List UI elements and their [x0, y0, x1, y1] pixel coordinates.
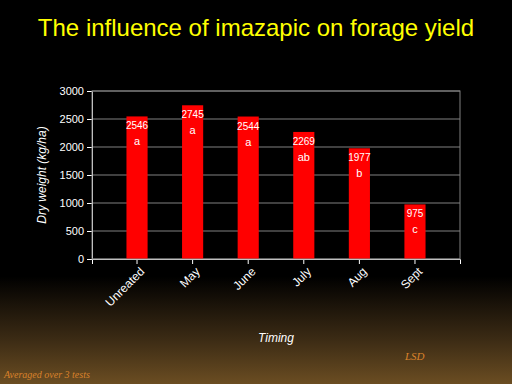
y-tick: 2500	[60, 113, 92, 125]
bar	[293, 132, 314, 259]
y-tick: 1500	[60, 169, 92, 181]
bars	[126, 105, 425, 259]
annotation: a	[245, 136, 252, 148]
x-tick-mark	[137, 259, 138, 264]
x-axis-line	[93, 260, 461, 265]
y-tick-label: 2000	[60, 141, 84, 153]
x-tick-label: June	[230, 264, 259, 293]
x-tick-mark	[303, 259, 304, 264]
y-tick: 0	[78, 253, 92, 265]
bar	[238, 117, 259, 259]
data-label: 975	[407, 208, 424, 219]
chart: The influence of imazapic on forage yiel…	[0, 0, 512, 384]
y-tick-label: 1500	[60, 169, 84, 181]
bar	[126, 116, 147, 259]
y-tick: 2000	[60, 141, 92, 153]
bar	[349, 148, 370, 259]
x-tick: June	[230, 259, 259, 293]
x-axis: Unreated May June July Aug Sept	[93, 259, 461, 309]
y-tick: 500	[66, 225, 92, 237]
note: LSD	[404, 350, 425, 362]
x-tick: Sept	[398, 259, 426, 292]
bar	[182, 105, 203, 259]
x-tick-label: July	[289, 265, 314, 290]
x-tick-mark	[248, 259, 249, 264]
y-tick: 3000	[60, 85, 92, 97]
x-tick-label: Aug	[345, 265, 370, 290]
y-tick-label: 0	[78, 253, 84, 265]
annotation: ab	[298, 151, 310, 163]
y-tick-mark	[87, 91, 92, 92]
annotations: a a a ab b c	[134, 124, 418, 235]
x-tick-mark	[192, 259, 193, 264]
bar	[404, 204, 425, 259]
data-label: 2745	[181, 109, 204, 120]
x-tick-mark	[359, 259, 360, 264]
y-tick-mark	[87, 119, 92, 120]
x-tick: Aug	[345, 259, 370, 290]
data-label: 2546	[126, 120, 149, 131]
annotation: b	[356, 167, 362, 179]
x-tick-label: May	[177, 265, 203, 291]
footnote: Averaged over 3 tests	[3, 369, 90, 380]
y-tick-mark	[87, 231, 92, 232]
data-labels: 2546 2745 2544 2269 1977 975	[126, 109, 424, 219]
annotation: a	[134, 135, 141, 147]
y-tick-mark	[87, 175, 92, 176]
y-tick-mark	[87, 147, 92, 148]
title: The influence of imazapic on forage yiel…	[38, 14, 474, 41]
y-axis: 0 500 1000 1500 2000 2500 3000	[60, 85, 93, 265]
x-tick: Unreated	[103, 259, 148, 309]
annotation: c	[412, 223, 418, 235]
background	[0, 0, 512, 384]
x-tick: May	[177, 259, 203, 290]
data-label: 1977	[348, 152, 371, 163]
y-tick-mark	[87, 259, 92, 260]
y-tick-label: 3000	[60, 85, 84, 97]
x-tick: July	[289, 259, 314, 290]
x-tick-label: Unreated	[103, 265, 148, 310]
y-axis-title: Dry weight (kg/ha)	[35, 126, 49, 223]
plot: 0 500 1000 1500 2000 2500 3000 Unreated May June J…	[60, 85, 461, 309]
x-tick-label: Sept	[398, 264, 426, 292]
y-tick-label: 2500	[60, 113, 84, 125]
y-tick-label: 1000	[60, 197, 84, 209]
y-tick-label: 500	[66, 225, 84, 237]
y-tick: 1000	[60, 197, 92, 209]
grid	[92, 91, 460, 259]
y-tick-mark	[87, 203, 92, 204]
data-label: 2269	[293, 136, 316, 147]
plot-frame	[92, 91, 460, 259]
x-axis-title: Timing	[258, 331, 294, 345]
data-label: 2544	[237, 121, 260, 132]
x-tick-mark	[414, 259, 415, 264]
annotation: a	[190, 124, 197, 136]
